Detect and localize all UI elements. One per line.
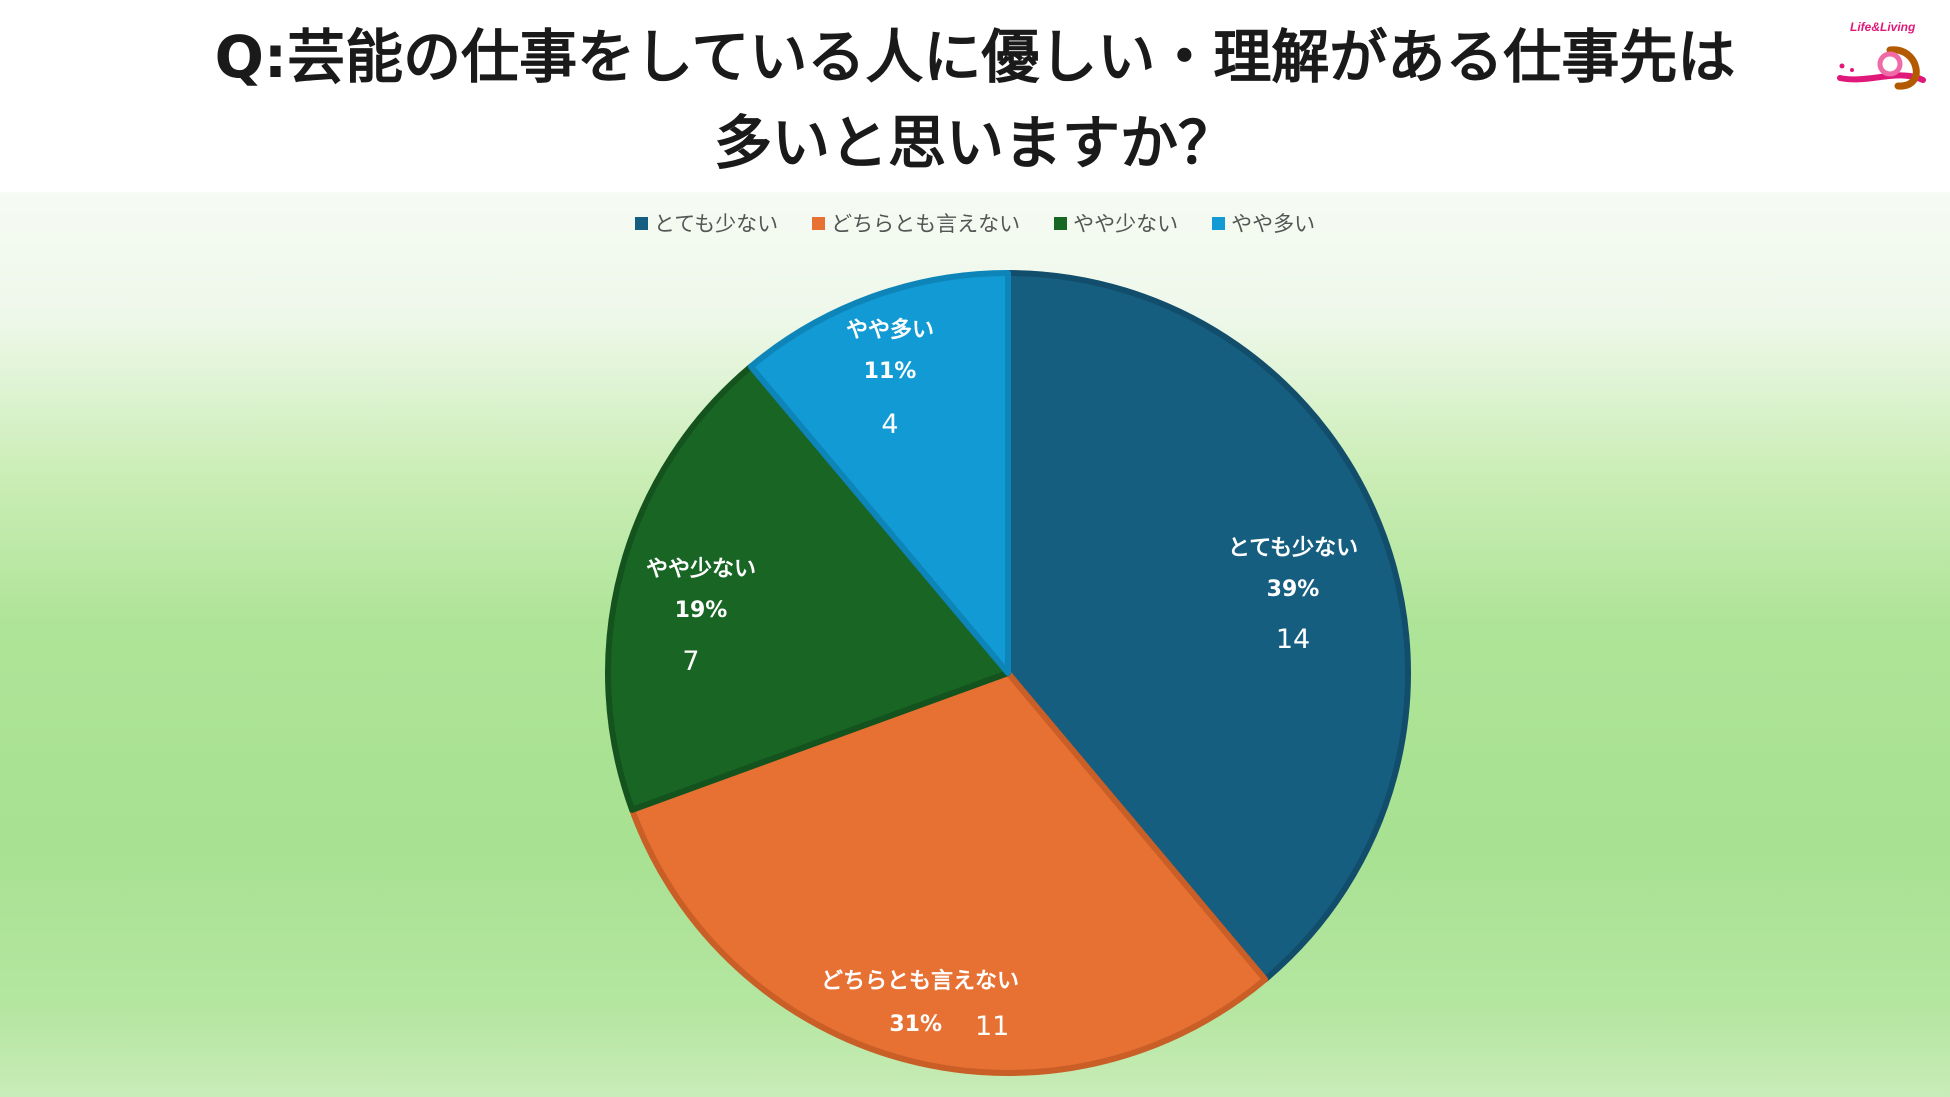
slice-percent: 31% bbox=[889, 1012, 942, 1037]
slice-label: どちらとも言えない bbox=[821, 968, 1019, 994]
legend-swatch bbox=[812, 216, 826, 230]
slice-percent: 11% bbox=[864, 359, 917, 384]
legend-label: とても少ない bbox=[653, 212, 779, 236]
legend-label: やや多い bbox=[1231, 212, 1316, 236]
slice-percent: 39% bbox=[1267, 577, 1320, 602]
title-line-1: Q:芸能の仕事をしている人に優しい・理解がある仕事先は bbox=[214, 23, 1736, 91]
slice-label: やや少ない bbox=[646, 557, 756, 582]
logo-text: Life&Living bbox=[1850, 20, 1916, 34]
slice-count: 11 bbox=[975, 1011, 1009, 1042]
legend-label: どちらとも言えない bbox=[831, 212, 1021, 236]
legend-item: とても少ない bbox=[634, 208, 779, 238]
slice-count: 4 bbox=[881, 409, 898, 440]
legend-item: やや多い bbox=[1212, 208, 1315, 238]
pie-slice bbox=[605, 363, 1011, 813]
slice-count: 7 bbox=[682, 646, 699, 677]
title-line-2: 多いと思いますか？ bbox=[713, 109, 1236, 177]
legend-label: やや少ない bbox=[1073, 212, 1179, 236]
pie-slice bbox=[747, 270, 1011, 676]
slice-count: 14 bbox=[1276, 624, 1310, 655]
page-title: Q:芸能の仕事をしている人に優しい・理解がある仕事先は 多いと思いますか？ bbox=[0, 14, 1950, 186]
pie-slice bbox=[629, 670, 1269, 1076]
chart-legend: とても少ない どちらとも言えない やや少ない やや多い bbox=[0, 208, 1950, 238]
logo bbox=[1837, 46, 1926, 90]
legend-swatch bbox=[634, 216, 648, 230]
slice-percent: 19% bbox=[675, 598, 728, 623]
legend-swatch bbox=[1054, 216, 1068, 230]
slice-label: とても少ない bbox=[1228, 536, 1358, 561]
legend-item: やや少ない bbox=[1054, 208, 1178, 238]
pie-slice bbox=[1005, 270, 1411, 983]
slice-label: やや多い bbox=[846, 317, 934, 343]
legend-swatch bbox=[1212, 216, 1226, 230]
legend-item: どちらとも言えない bbox=[812, 208, 1020, 238]
